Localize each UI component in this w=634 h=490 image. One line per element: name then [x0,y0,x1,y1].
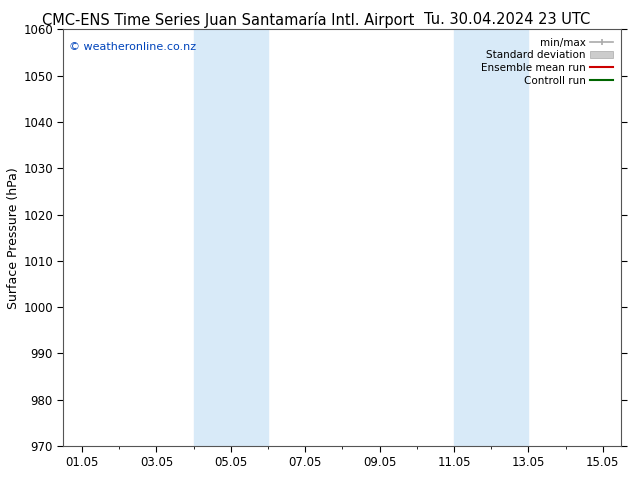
Bar [193,29,268,446]
Bar [454,29,528,446]
Text: © weatheronline.co.nz: © weatheronline.co.nz [69,42,196,52]
Y-axis label: Surface Pressure (hPa): Surface Pressure (hPa) [8,167,20,309]
Text: CMC-ENS Time Series Juan Santamaría Intl. Airport: CMC-ENS Time Series Juan Santamaría Intl… [42,12,415,28]
Text: Tu. 30.04.2024 23 UTC: Tu. 30.04.2024 23 UTC [424,12,590,27]
Legend: min/max, Standard deviation, Ensemble mean run, Controll run: min/max, Standard deviation, Ensemble me… [478,35,616,89]
